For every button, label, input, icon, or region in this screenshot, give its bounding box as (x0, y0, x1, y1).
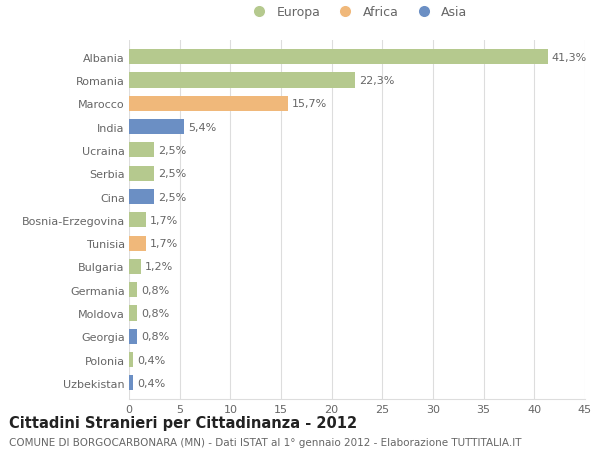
Bar (129, 259, 141, 274)
Text: 41,3%: 41,3% (551, 53, 587, 62)
Text: 5,4%: 5,4% (188, 123, 216, 132)
Bar (129, 143, 154, 158)
Bar (129, 329, 137, 344)
Text: 2,5%: 2,5% (158, 169, 187, 179)
Bar (129, 50, 548, 65)
Text: Cittadini Stranieri per Cittadinanza - 2012: Cittadini Stranieri per Cittadinanza - 2… (9, 415, 357, 431)
Text: 22,3%: 22,3% (359, 76, 394, 86)
Text: 0,8%: 0,8% (141, 308, 169, 318)
Text: 0,8%: 0,8% (141, 285, 169, 295)
Bar (129, 282, 137, 297)
Text: 15,7%: 15,7% (292, 99, 328, 109)
Bar (129, 213, 146, 228)
Text: COMUNE DI BORGOCARBONARA (MN) - Dati ISTAT al 1° gennaio 2012 - Elaborazione TUT: COMUNE DI BORGOCARBONARA (MN) - Dati IST… (9, 437, 521, 447)
Bar (129, 73, 355, 89)
Bar (129, 120, 184, 135)
Bar (129, 375, 133, 391)
Bar (129, 190, 154, 205)
Bar (129, 306, 137, 321)
Text: 0,4%: 0,4% (137, 355, 166, 365)
Text: 0,4%: 0,4% (137, 378, 166, 388)
Bar (129, 96, 288, 112)
Bar (129, 236, 146, 251)
Text: 1,2%: 1,2% (145, 262, 173, 272)
Bar (129, 166, 154, 181)
Legend: Europa, Africa, Asia: Europa, Africa, Asia (247, 6, 467, 19)
Text: 0,8%: 0,8% (141, 331, 169, 341)
Text: 1,7%: 1,7% (150, 215, 179, 225)
Bar (129, 352, 133, 367)
Text: 2,5%: 2,5% (158, 192, 187, 202)
Text: 1,7%: 1,7% (150, 239, 179, 249)
Text: 2,5%: 2,5% (158, 146, 187, 156)
